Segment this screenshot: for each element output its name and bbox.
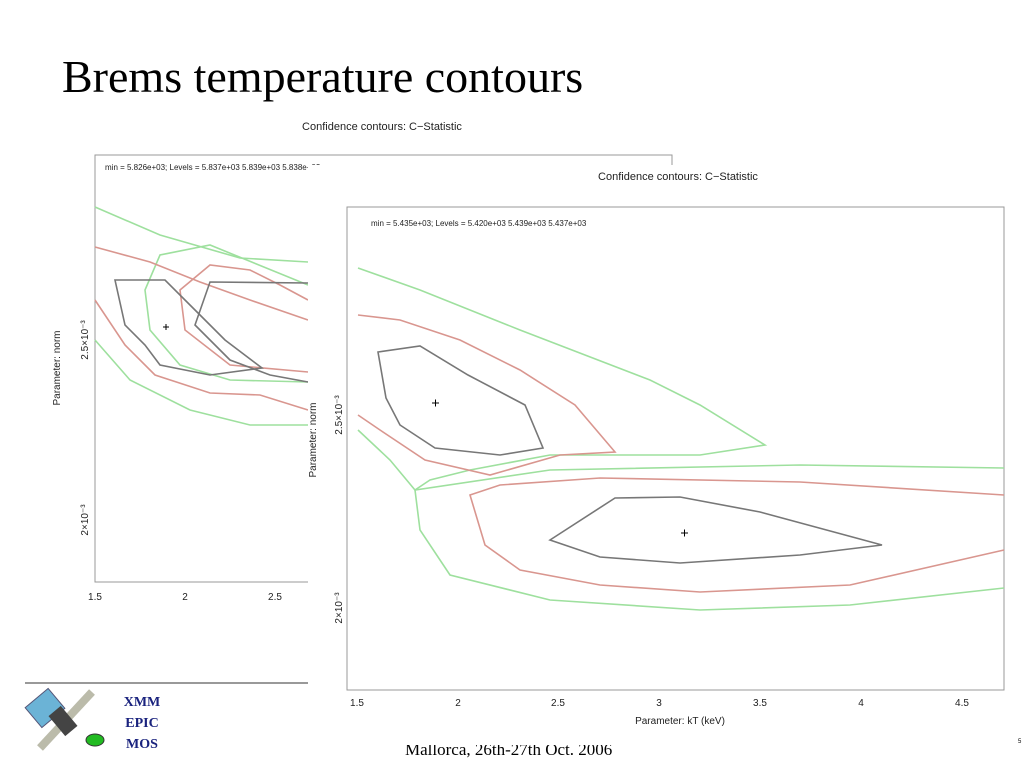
- plot-frame: [346, 206, 1005, 691]
- plot-title: Confidence contours: C−Statistic: [598, 171, 758, 183]
- y-axis-label: Parameter: norm: [308, 402, 319, 477]
- y-tick-label: 2×10⁻³: [334, 592, 345, 624]
- contour: [94, 206, 309, 263]
- logo-text: EPIC: [125, 716, 158, 731]
- x-tick-label: 3.5: [753, 698, 767, 709]
- x-tick-label: 1.5: [350, 698, 364, 709]
- x-axis-label: Parameter: kT (keV): [635, 716, 725, 727]
- plot-info: min = 5.435e+03; Levels = 5.420e+03 5.43…: [371, 219, 587, 228]
- plot-title: Confidence contours: C−Statistic: [302, 121, 462, 133]
- x-tick-label: 3: [656, 698, 662, 709]
- best-fit: [163, 324, 169, 330]
- contour: [114, 279, 265, 376]
- x-tick-label: 2.5: [551, 698, 565, 709]
- contour: [377, 345, 545, 456]
- x-tick-label: 2: [455, 698, 461, 709]
- contour: [94, 339, 308, 426]
- contour: [548, 496, 883, 564]
- y-tick-label: 2×10⁻³: [80, 504, 91, 536]
- y-tick-label: 2.5×10⁻³: [334, 395, 345, 435]
- x-tick-label: 2.5: [268, 592, 282, 603]
- x-tick-label: 2: [182, 592, 188, 603]
- page-number: 5: [1018, 739, 1022, 745]
- satellite-icon: [24, 687, 105, 751]
- slide-title: Brems temperature contours: [62, 51, 583, 102]
- contour: [144, 244, 309, 383]
- contour: [357, 314, 617, 476]
- y-tick-label: 2.5×10⁻³: [80, 320, 91, 360]
- y-axis-label: Parameter: norm: [52, 330, 63, 405]
- plot-2: Confidence contours: C−Statistic min = 5…: [308, 165, 1024, 745]
- x-tick-label: 4: [858, 698, 864, 709]
- contour: [469, 477, 1005, 593]
- contour: [194, 281, 309, 383]
- contour: [94, 246, 309, 321]
- plot-info: min = 5.826e+03; Levels = 5.837e+03 5.83…: [105, 163, 321, 172]
- contour: [94, 299, 309, 411]
- contour: [357, 429, 1005, 491]
- logo-text: MOS: [126, 737, 158, 752]
- logo-text: XMM: [124, 695, 161, 710]
- x-tick-label: 1.5: [88, 592, 102, 603]
- x-tick-label: 4.5: [955, 698, 969, 709]
- best-fit: [432, 399, 688, 537]
